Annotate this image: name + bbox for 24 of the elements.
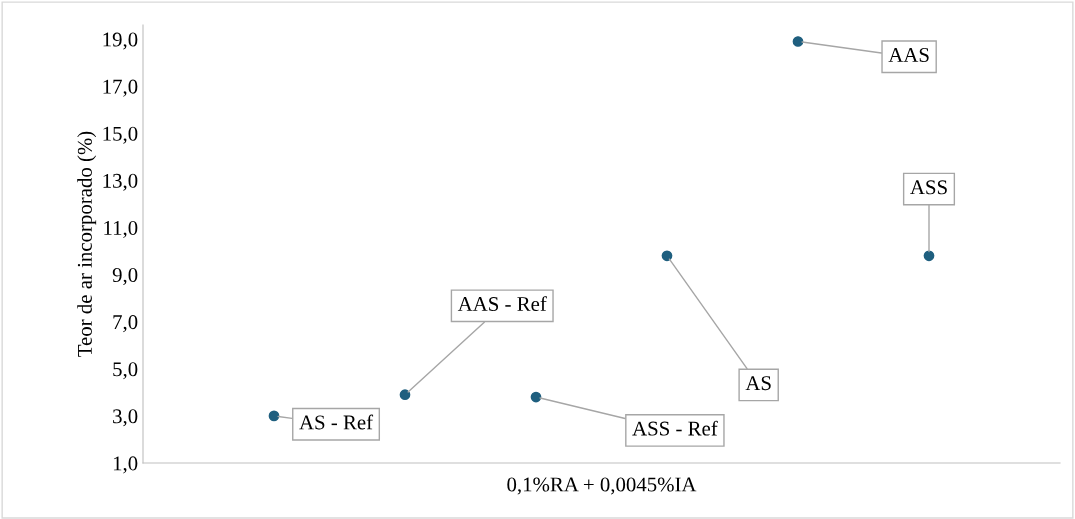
text: AAS - Ref — [457, 296, 547, 312]
point — [399, 389, 411, 401]
x-axis-title: 0,1%RA + 0,0045%IA — [507, 477, 697, 495]
y-tick-label: 9,0 — [112, 267, 138, 286]
y-tick-label: 5,0 — [113, 362, 138, 380]
y-tick-label: 3,0 — [113, 409, 138, 427]
y-tick-label: 15,0 — [103, 126, 138, 144]
text: AAS — [888, 47, 929, 62]
y-tick-label: 11,0 — [104, 220, 138, 238]
text: ASS - Ref — [632, 420, 718, 436]
y-tick-label: 17,0 — [103, 79, 138, 97]
text: AS - Ref — [299, 414, 374, 430]
point — [268, 410, 280, 422]
point — [530, 391, 542, 403]
text: ASS — [910, 180, 947, 195]
y-axis-title: Teor de ar incorporado (%) — [77, 131, 97, 357]
point — [661, 250, 673, 262]
text: AS — [745, 376, 771, 391]
y-tick-label: 19,0 — [103, 32, 138, 50]
y-tick-label: 1,0 — [113, 456, 138, 474]
point — [792, 36, 804, 47]
y-tick-label: 13,0 — [103, 173, 138, 191]
point — [923, 250, 935, 262]
y-tick-label: 7,0 — [113, 315, 138, 333]
